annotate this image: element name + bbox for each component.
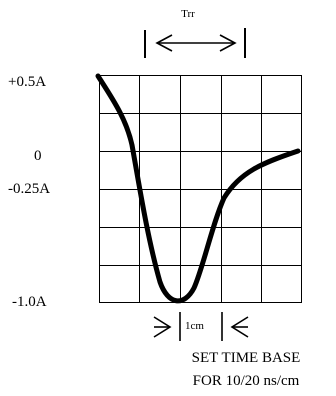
division-label: 1cm	[185, 320, 204, 332]
y-label-minus-one: -1.0A	[12, 294, 47, 310]
division-marker: 1cm	[153, 312, 249, 341]
y-label-plus-half: +0.5A	[8, 74, 46, 90]
trr-arrow-left-head	[155, 34, 173, 52]
trr-label: Trr	[181, 8, 195, 20]
caption-line-1: SET TIME BASE	[192, 350, 301, 366]
current-waveform	[95, 73, 301, 304]
trr-bracket: Trr	[144, 8, 246, 58]
caption-line-2: FOR 10/20 ns/cm	[193, 373, 300, 389]
trr-arrow-right-head	[219, 34, 237, 52]
y-label-zero: 0	[34, 148, 42, 164]
y-label-minus-quarter: -0.25A	[8, 181, 50, 197]
